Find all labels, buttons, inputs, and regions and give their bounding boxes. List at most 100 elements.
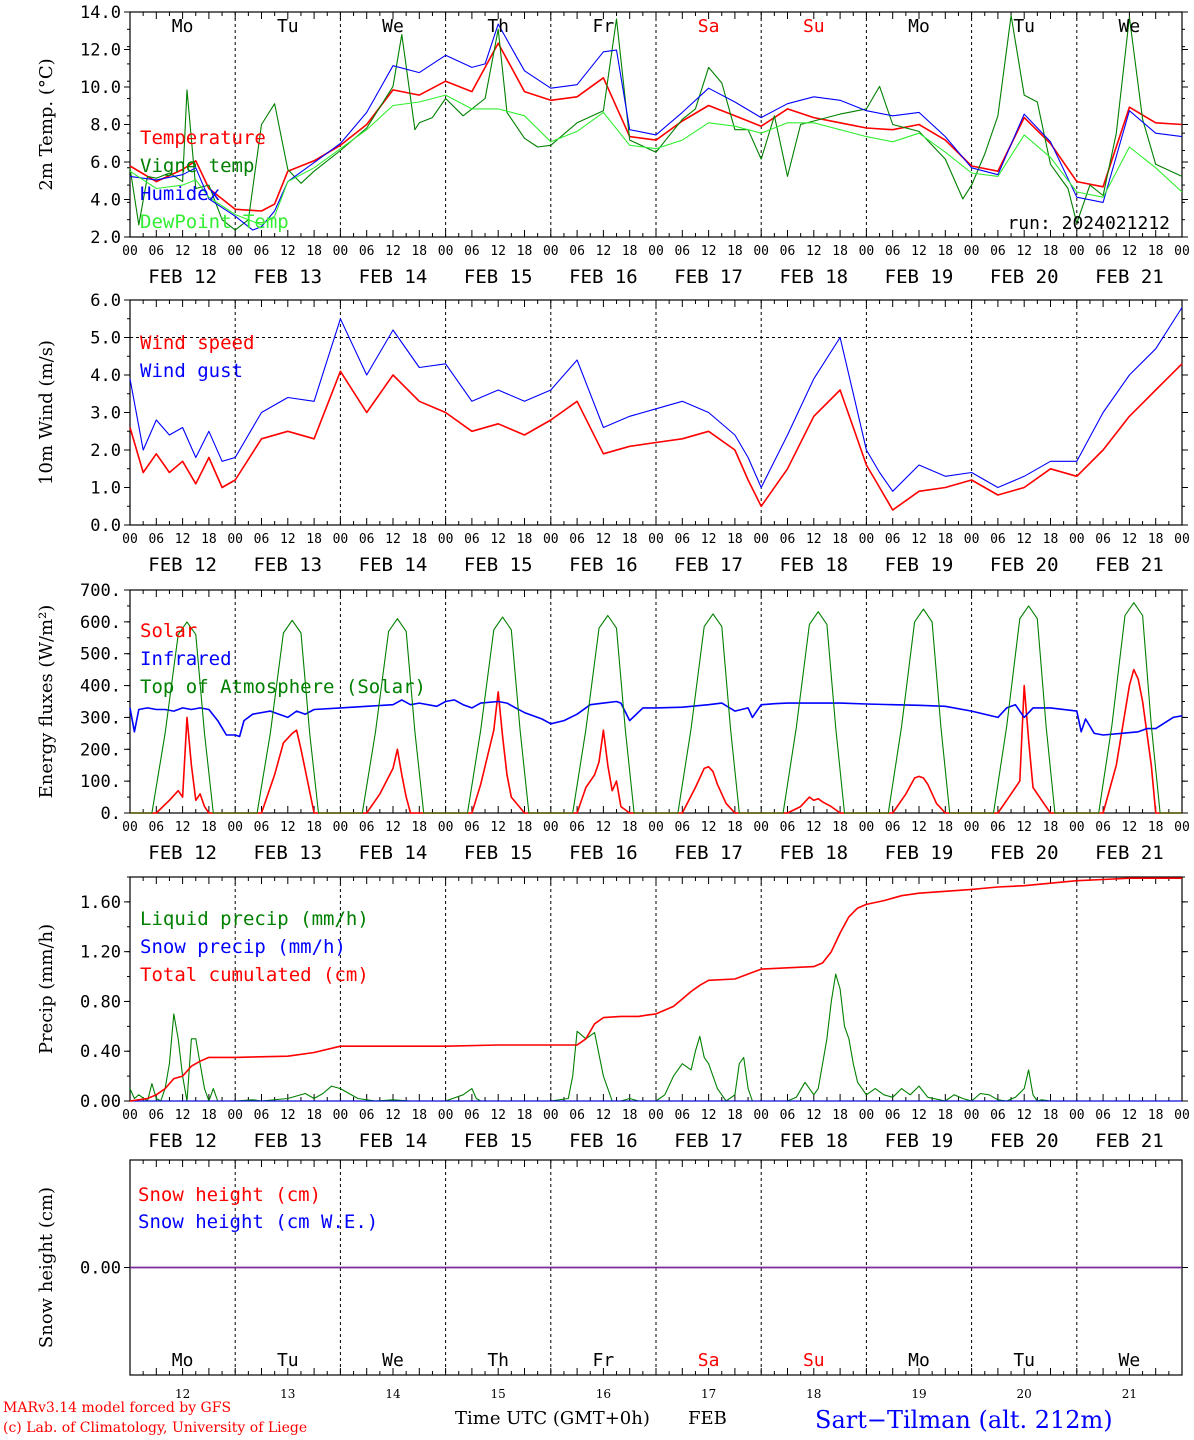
hour-label: 00 — [1069, 820, 1085, 835]
series-line-liquid-precip-mm-h- — [129, 973, 1182, 1102]
date-label: FEB 20 — [990, 554, 1059, 576]
date-label: FEB 12 — [148, 842, 217, 864]
station-label: Sart−Tilman (alt. 212m) — [815, 1406, 1113, 1434]
hour-label: 12 — [175, 244, 191, 259]
hour-label: 18 — [727, 1108, 743, 1123]
day-name: Mo — [172, 1350, 194, 1371]
y-axis-label: Snow height (cm) — [36, 1187, 57, 1348]
hour-label: 00 — [753, 532, 769, 547]
hour-label: 00 — [438, 820, 454, 835]
hour-label: 00 — [122, 1108, 138, 1123]
date-label: FEB 17 — [674, 842, 743, 864]
hour-label: 06 — [569, 820, 585, 835]
hour-label: 18 — [622, 532, 638, 547]
legend-entry: Snow height (cm W.E.) — [138, 1211, 378, 1233]
hour-label: 12 — [1016, 244, 1032, 259]
hour-label: 18 — [1148, 820, 1164, 835]
hour-label: 18 — [727, 532, 743, 547]
hour-label: 00 — [1174, 1108, 1190, 1123]
hour-label: 18 — [517, 532, 533, 547]
hour-label: 12 — [701, 244, 717, 259]
day-name: Su — [803, 16, 825, 37]
day-name: Tu — [1013, 16, 1035, 37]
hour-label: 00 — [543, 244, 559, 259]
hour-label: 00 — [648, 1108, 664, 1123]
date-label: FEB 14 — [359, 842, 428, 864]
day-name: Mo — [172, 16, 194, 37]
hour-label: 06 — [1095, 244, 1111, 259]
hour-label: 18 — [306, 1108, 322, 1123]
hour-label: 12 — [701, 1108, 717, 1123]
series-line-infrared — [129, 699, 1183, 738]
hour-label: 00 — [964, 244, 980, 259]
day-name: Tu — [1013, 1350, 1035, 1371]
hour-label: 00 — [1069, 1108, 1085, 1123]
date-label: FEB 20 — [990, 1130, 1059, 1152]
hour-label: 00 — [648, 244, 664, 259]
day-number: 14 — [385, 1387, 401, 1401]
hour-label: 00 — [859, 820, 875, 835]
date-label: FEB 17 — [674, 266, 743, 288]
y-tick-label: 6.0 — [90, 153, 121, 173]
y-axis-label: Energy fluxes (W/m²) — [36, 605, 57, 799]
hour-label: 12 — [806, 820, 822, 835]
day-name: Su — [803, 1350, 825, 1371]
date-label: FEB 12 — [148, 266, 217, 288]
date-label: FEB 15 — [464, 554, 533, 576]
date-label: FEB 17 — [674, 554, 743, 576]
hour-label: 12 — [490, 532, 506, 547]
panel-energy: 0. 100. 200. 300. 400. 500. 600. 700. Energy flu… — [36, 581, 1190, 864]
y-tick-label: 0.0 — [90, 516, 121, 536]
hour-label: 00 — [859, 1108, 875, 1123]
day-name: Mo — [908, 1350, 930, 1371]
date-label: FEB 20 — [990, 842, 1059, 864]
hour-label: 12 — [806, 532, 822, 547]
hour-label: 06 — [569, 532, 585, 547]
day-name: Fr — [593, 16, 615, 37]
legend-entry: Humidex — [140, 183, 220, 205]
hour-label: 06 — [359, 1108, 375, 1123]
hour-label: 12 — [280, 820, 296, 835]
y-axis-label: Precip (mm/h) — [36, 924, 57, 1054]
date-label: FEB 13 — [253, 266, 322, 288]
date-label: FEB 13 — [253, 1130, 322, 1152]
hour-label: 12 — [1122, 244, 1138, 259]
hour-label: 06 — [1095, 820, 1111, 835]
hour-label: 18 — [937, 820, 953, 835]
hour-label: 12 — [175, 820, 191, 835]
panel-frame — [129, 11, 1183, 238]
date-label: FEB 16 — [569, 554, 638, 576]
hour-label: 18 — [1043, 1108, 1059, 1123]
hour-label: 18 — [306, 244, 322, 259]
hour-label: 18 — [411, 532, 427, 547]
hour-label: 00 — [333, 1108, 349, 1123]
hour-label: 12 — [596, 244, 612, 259]
series-line-wind-gust — [129, 307, 1183, 492]
hour-label: 06 — [254, 1108, 270, 1123]
hour-label: 18 — [306, 820, 322, 835]
date-label: FEB 21 — [1095, 842, 1164, 864]
date-label: FEB 15 — [464, 1130, 533, 1152]
run-label: run: 2024021212 — [1007, 213, 1170, 234]
legend-entry: Wind gust — [140, 360, 243, 382]
y-tick-label: 4.0 — [90, 191, 121, 211]
legend-entry: Temperature — [140, 127, 266, 149]
hour-label: 12 — [596, 820, 612, 835]
day-name: Fr — [593, 1350, 615, 1371]
hour-label: 06 — [254, 820, 270, 835]
hour-label: 12 — [911, 244, 927, 259]
y-tick-label: 14.0 — [80, 3, 121, 23]
day-number: 12 — [175, 1387, 190, 1401]
hour-label: 12 — [911, 1108, 927, 1123]
hour-label: 18 — [937, 244, 953, 259]
y-tick-label: 300. — [80, 708, 121, 728]
hour-label: 12 — [911, 532, 927, 547]
panel-frame — [129, 299, 1183, 526]
hour-label: 18 — [1148, 1108, 1164, 1123]
day-name: Sa — [698, 1350, 720, 1371]
day-number: 13 — [280, 1387, 295, 1401]
panel-wind: 0.0 1.0 2.0 3.0 4.0 5.0 6.0 10m Wind (m/s) Wind … — [36, 291, 1190, 576]
hour-label: 06 — [990, 244, 1006, 259]
hour-label: 06 — [674, 1108, 690, 1123]
legend-entry: Snow precip (mm/h) — [140, 936, 346, 958]
